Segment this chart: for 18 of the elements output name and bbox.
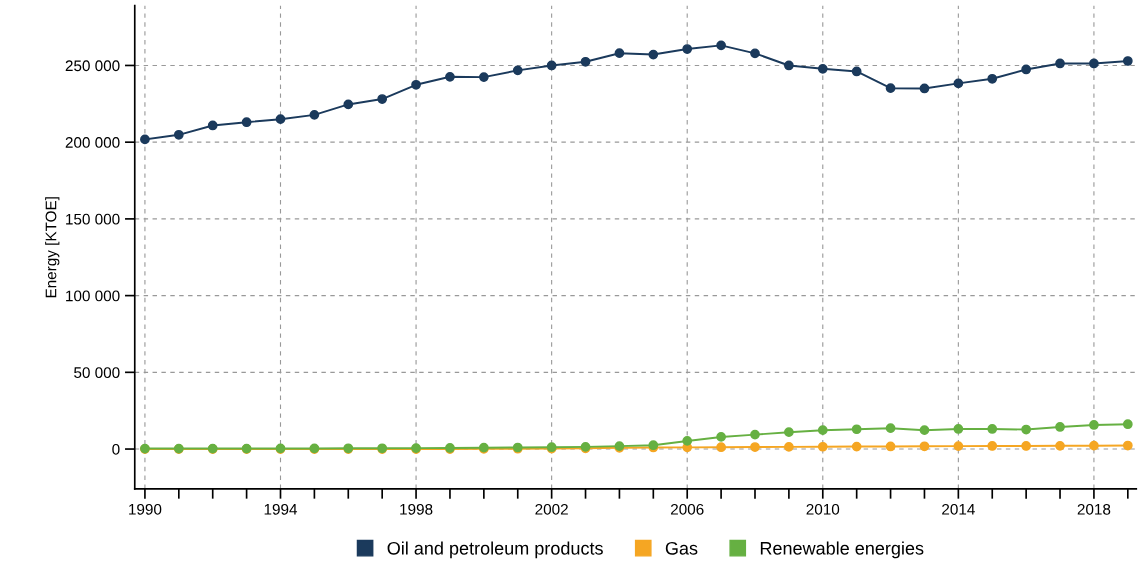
legend-label: Renewable energies [760, 541, 924, 559]
x-tick-label: 2018 [1077, 503, 1111, 515]
x-tick-label: 2002 [535, 503, 568, 515]
y-axis-title: Energy [KTOE] [45, 197, 60, 298]
x-tick-label: 2006 [670, 503, 704, 515]
y-tick-label: 100 000 [66, 290, 120, 302]
x-tick-label: 1994 [264, 503, 298, 515]
y-tick-label: 250 000 [65, 60, 120, 72]
x-tick-label: 2010 [806, 503, 840, 515]
x-tick-label: 2014 [942, 503, 975, 515]
y-tick-label: 50 000 [74, 367, 120, 379]
legend-label: Oil and petroleum products [387, 541, 603, 559]
y-tick-label: 0 [112, 443, 120, 455]
x-tick-label: 1990 [129, 503, 162, 515]
y-tick-label: 150 000 [66, 213, 120, 225]
legend-label: Gas [665, 541, 698, 555]
y-tick-label: 200 000 [65, 137, 120, 148]
x-tick-label: 1998 [400, 503, 433, 515]
